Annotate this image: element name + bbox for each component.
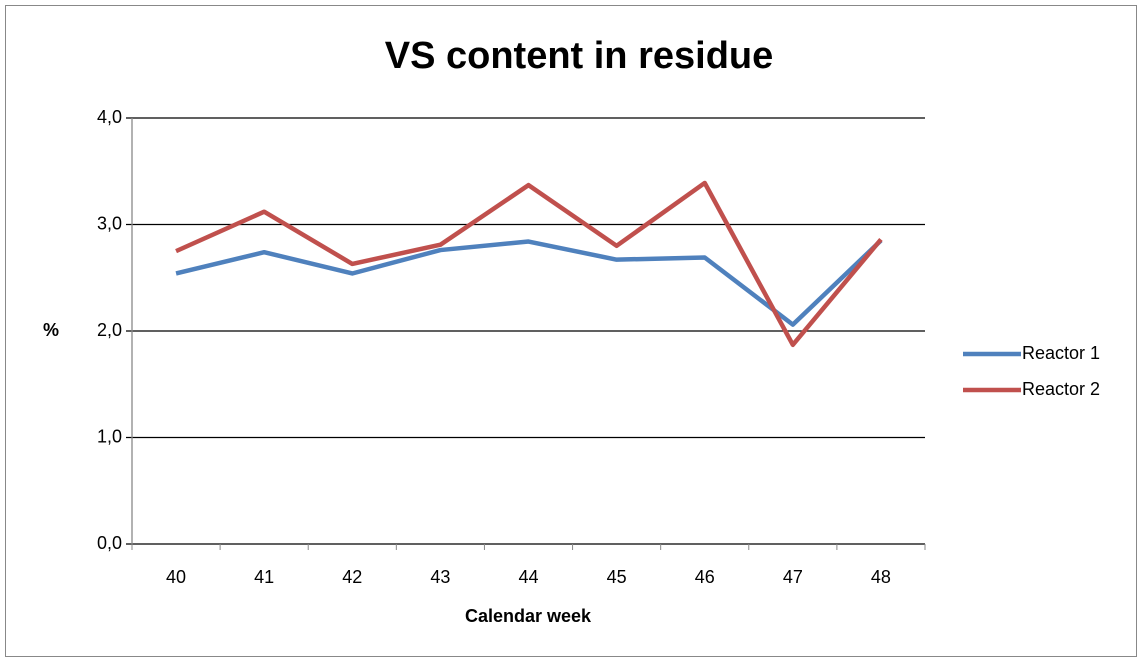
x-axis-label: Calendar week bbox=[465, 606, 592, 626]
legend-label: Reactor 1 bbox=[1022, 343, 1100, 363]
x-tick-label: 48 bbox=[871, 567, 891, 587]
x-tick-label: 42 bbox=[342, 567, 362, 587]
series-line bbox=[175, 238, 883, 327]
x-tick-label: 45 bbox=[607, 567, 627, 587]
y-tick-label: 3,0 bbox=[97, 213, 122, 233]
y-tick-label: 0,0 bbox=[97, 533, 122, 553]
x-tick-label: 47 bbox=[783, 567, 803, 587]
y-tick-label: 4,0 bbox=[97, 107, 122, 127]
x-tick-label: 40 bbox=[166, 567, 186, 587]
series-line bbox=[175, 180, 883, 348]
y-tick-label: 1,0 bbox=[97, 426, 122, 446]
chart-title: VS content in residue bbox=[385, 35, 774, 77]
x-tick-label: 44 bbox=[518, 567, 538, 587]
x-tick-label: 43 bbox=[430, 567, 450, 587]
x-tick-label: 41 bbox=[254, 567, 274, 587]
legend-label: Reactor 2 bbox=[1022, 379, 1100, 399]
x-tick-label: 46 bbox=[695, 567, 715, 587]
y-tick-label: 2,0 bbox=[97, 320, 122, 340]
y-axis-label: % bbox=[43, 320, 59, 340]
